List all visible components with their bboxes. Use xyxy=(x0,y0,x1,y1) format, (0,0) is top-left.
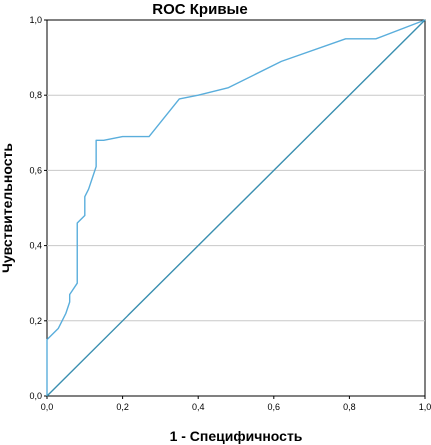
y-axis-label: Чувствительность xyxy=(0,143,15,273)
x-axis-label: 1 - Специфичность xyxy=(170,428,303,444)
y-tick-label: 0,6 xyxy=(29,165,42,175)
y-tick-label: 0,4 xyxy=(29,241,42,251)
x-tick-label: 0,6 xyxy=(268,402,281,412)
x-tick-label: 0,0 xyxy=(41,402,54,412)
roc-curve-line xyxy=(46,19,426,396)
chart-title: ROC Кривые xyxy=(152,1,247,18)
x-tick-label: 0,8 xyxy=(343,402,356,412)
y-tick-label: 0,0 xyxy=(29,391,42,401)
plot-frame xyxy=(46,19,426,397)
series-group xyxy=(46,19,426,397)
axis-ticks: 0,0 0,2 0,4 0,6 0,8 1,0 0,0 0,2 0,4 0,6 0,8 1,0 xyxy=(29,15,431,412)
y-tick-label: 0,8 xyxy=(29,90,42,100)
y-tick-label: 0,2 xyxy=(29,316,42,326)
reference-line-line xyxy=(46,19,426,397)
x-tick-label: 1,0 xyxy=(419,402,431,412)
x-tick-label: 0,4 xyxy=(192,402,205,412)
x-tick-label: 0,2 xyxy=(116,402,129,412)
grid-lines xyxy=(47,94,425,322)
y-tick-label: 1,0 xyxy=(29,15,42,25)
